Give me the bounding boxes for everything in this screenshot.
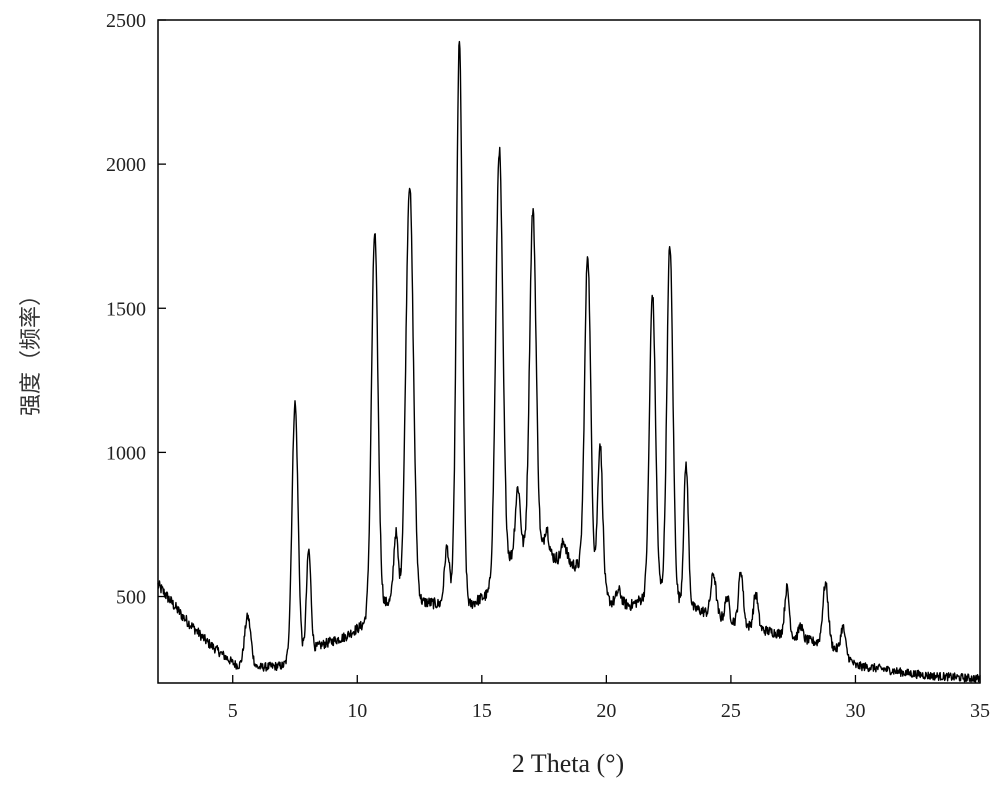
y-axis: 500 1000 1500 2000 2500 [106,10,166,609]
plot-frame [158,20,980,683]
x-tick-label: 15 [472,700,492,722]
y-tick-label: 2500 [106,10,146,32]
x-tick-label: 5 [228,700,238,722]
y-tick-label: 500 [116,587,146,609]
x-tick-label: 30 [845,700,865,722]
x-axis: 5 10 15 20 25 30 35 [228,675,990,722]
y-axis-title: 强度（频率） [19,284,44,416]
y-tick-label: 1000 [106,442,146,464]
y-tick-label: 1500 [106,298,146,320]
x-tick-label: 25 [721,700,741,722]
x-tick-label: 20 [596,700,616,722]
xrd-pattern-line [158,42,980,683]
x-tick-label: 35 [970,700,990,722]
x-axis-title: 2 Theta (°) [512,749,624,778]
y-tick-label: 2000 [106,154,146,176]
x-tick-label: 10 [347,700,367,722]
